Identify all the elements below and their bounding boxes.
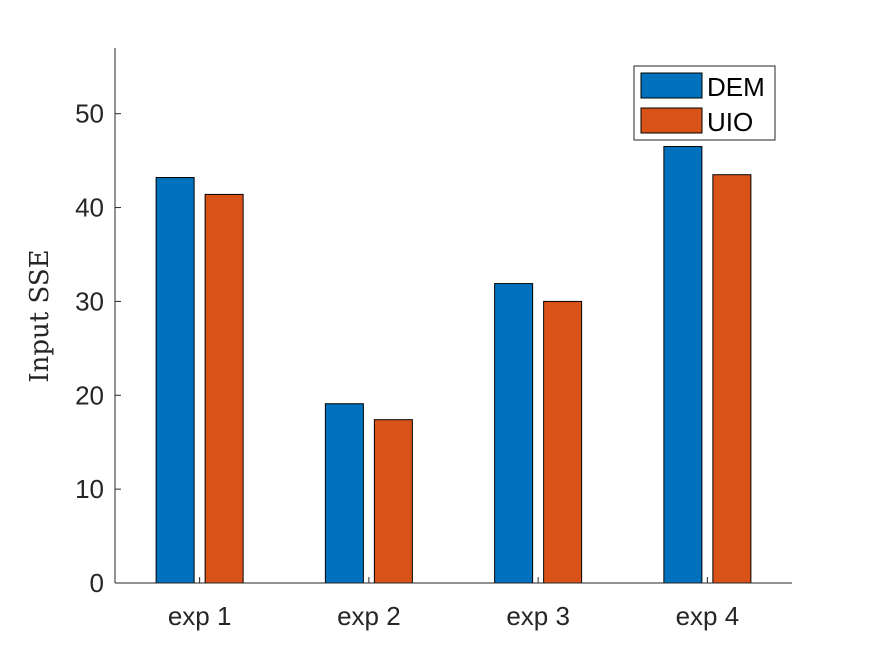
x-ticks-group: exp 1 exp 2 exp 3 exp 4	[168, 577, 739, 631]
x-tick-label: exp 1	[168, 601, 232, 631]
legend: DEM UIO	[633, 65, 776, 141]
bar-dem-exp-3	[494, 283, 534, 584]
legend-swatch-dem	[640, 72, 703, 99]
y-tick-label: 50	[75, 99, 104, 129]
bar-dem-exp-2	[324, 403, 364, 584]
bar-dem-exp-4	[663, 146, 703, 584]
y-tick-label: 20	[75, 380, 104, 410]
y-tick-label: 30	[75, 286, 104, 316]
x-tick-label: exp 3	[506, 601, 570, 631]
bar-uio-exp-2	[373, 419, 413, 584]
bar-uio-exp-3	[543, 300, 583, 584]
legend-label-uio: UIO	[707, 107, 753, 137]
y-tick-label: 40	[75, 193, 104, 223]
legend-swatch-uio	[640, 107, 703, 134]
x-tick-label: exp 2	[337, 601, 401, 631]
bar-uio-exp-4	[712, 174, 752, 584]
y-ticks-group: 0 10 20 30 40 50	[75, 99, 121, 598]
bar-uio-exp-1	[204, 193, 244, 584]
y-tick-label: 0	[90, 568, 104, 598]
y-tick-label: 10	[75, 474, 104, 504]
legend-label-dem: DEM	[707, 72, 765, 102]
y-axis-label: Input SSE	[25, 249, 55, 382]
bar-dem-exp-1	[155, 177, 195, 584]
bars-group	[155, 146, 752, 584]
x-tick-label: exp 4	[676, 601, 740, 631]
